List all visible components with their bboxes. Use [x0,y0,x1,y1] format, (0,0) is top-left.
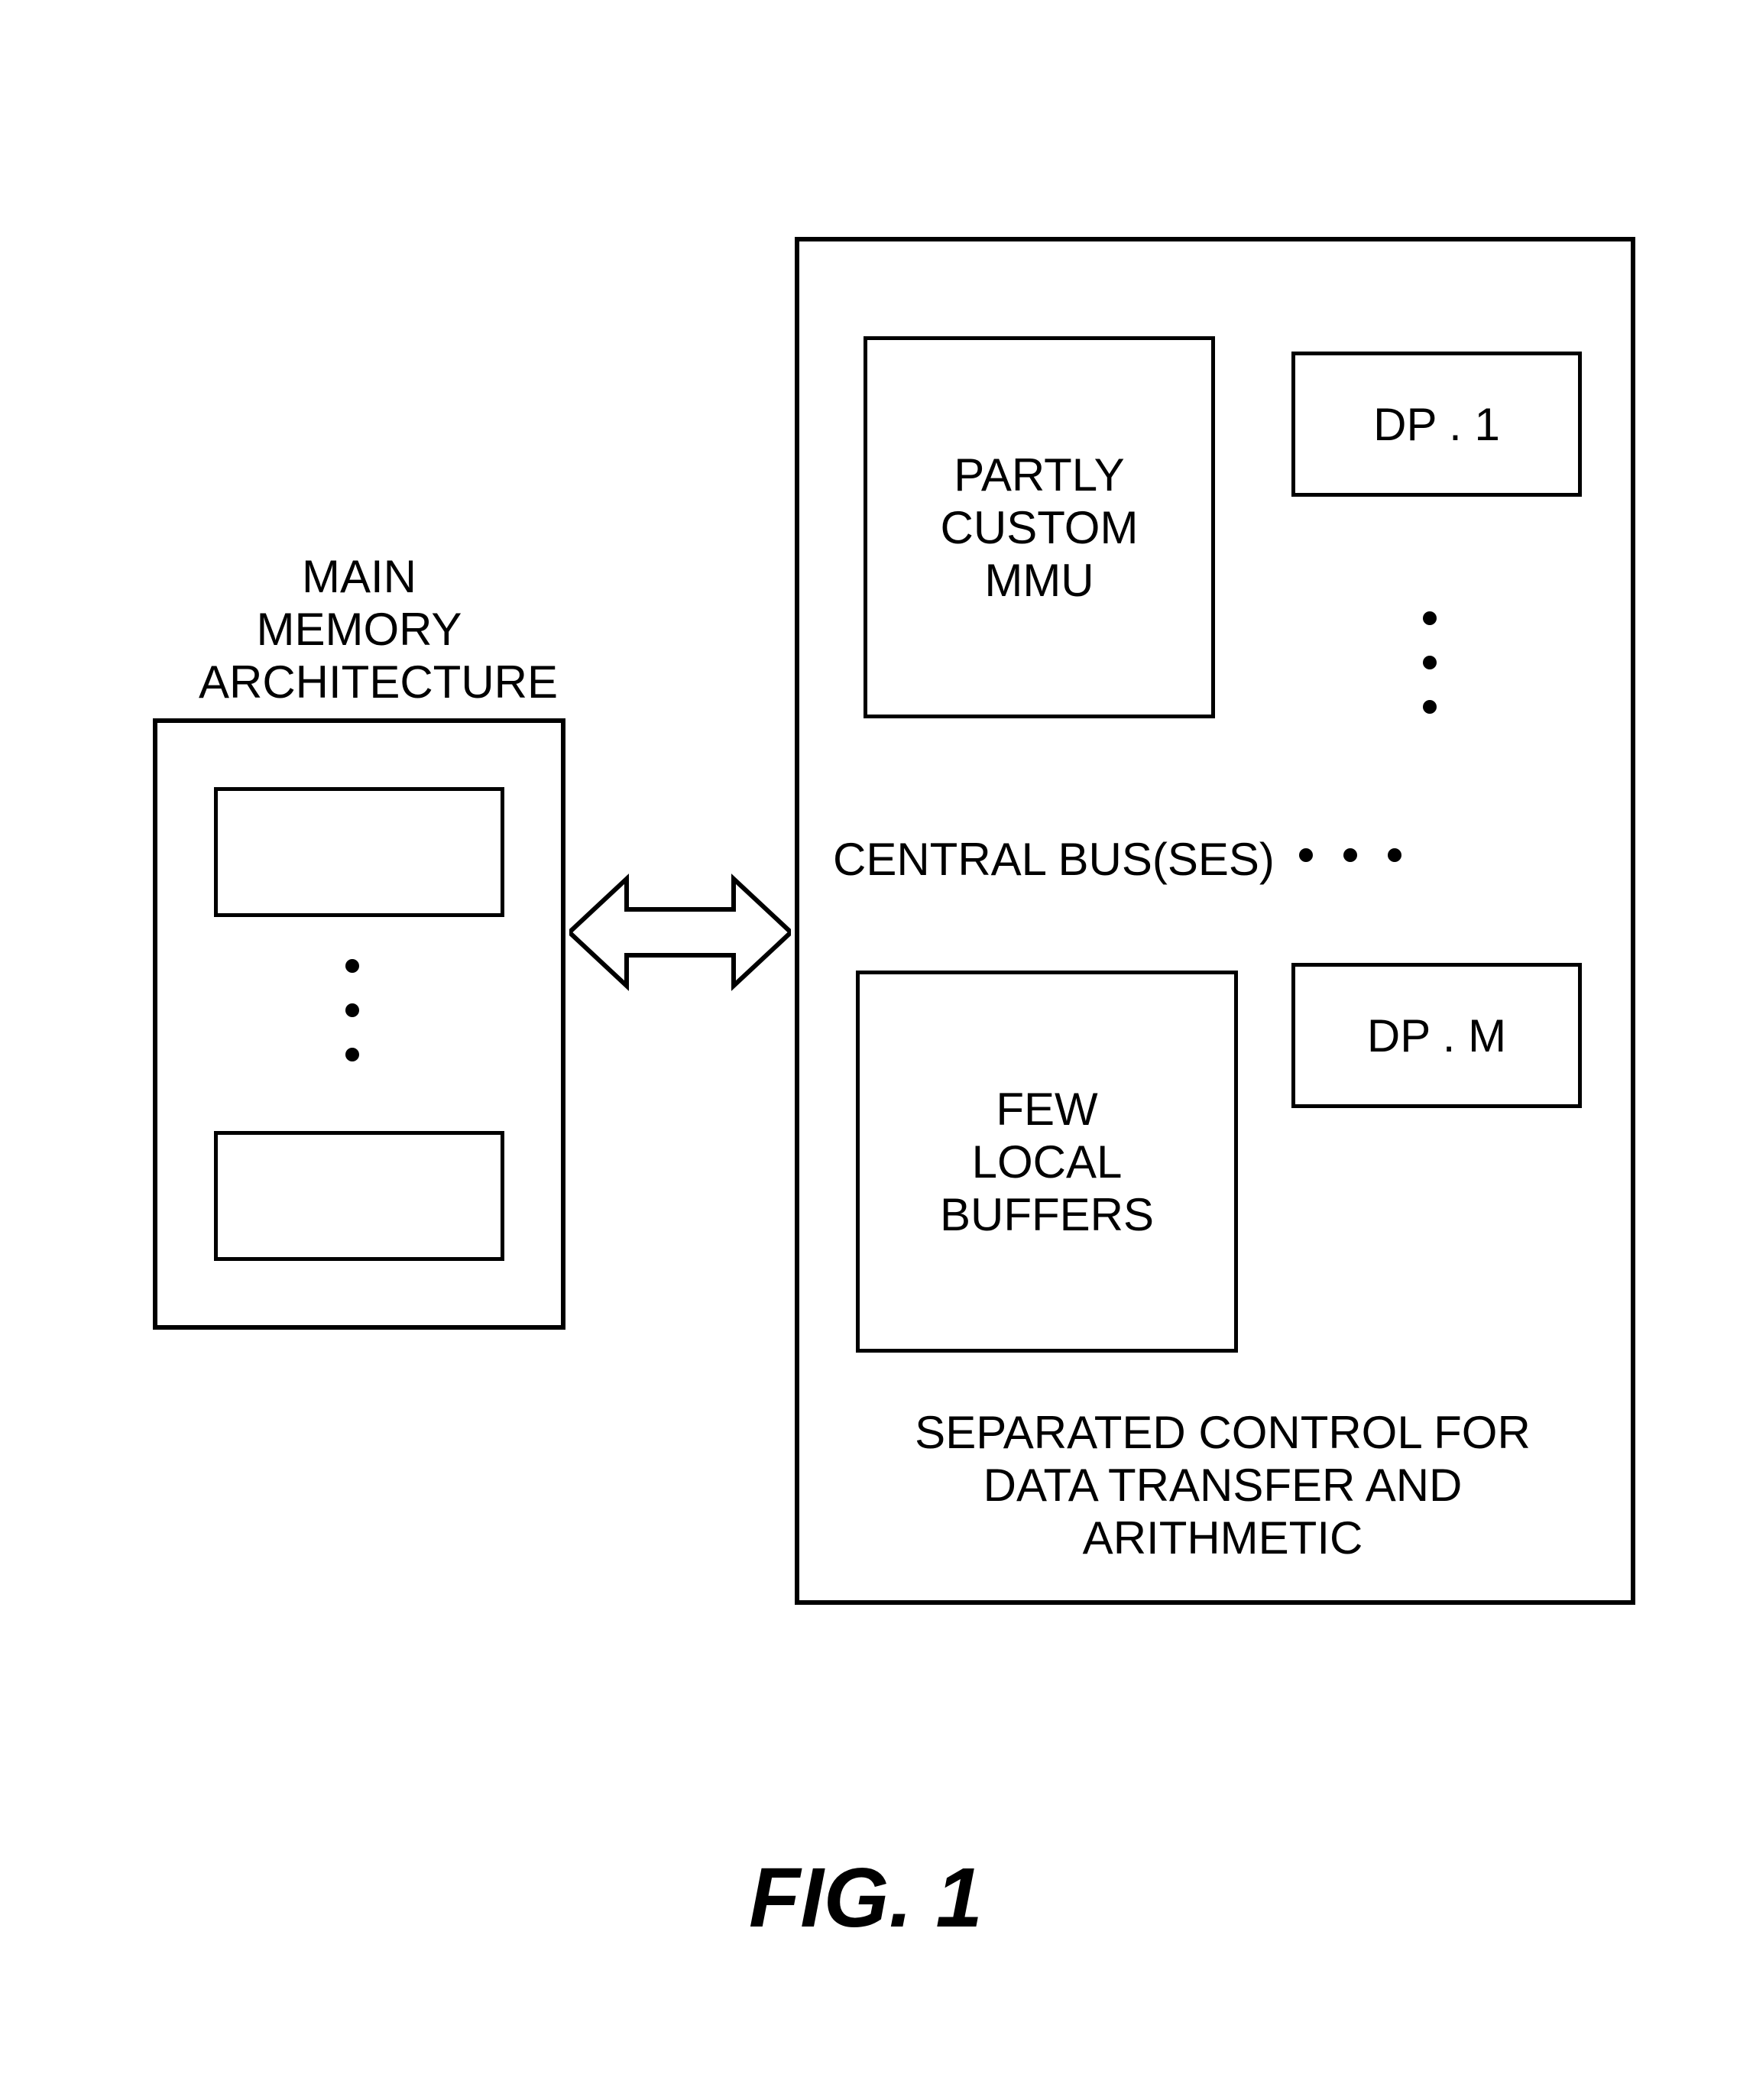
memory-bank-top [214,787,504,917]
buffers-block: FEW LOCAL BUFFERS [856,971,1238,1353]
processor-footer-label: SEPARATED CONTROL FOR DATA TRANSFER AND … [879,1406,1567,1564]
mmu-label: PARTLY CUSTOM MMU [941,449,1139,607]
central-bus-label: CENTRAL BUS(SES) [833,833,1291,886]
dpm-label: DP . M [1367,1009,1506,1062]
memory-ellipsis-dots [345,959,359,1061]
diagram-canvas: MAIN MEMORY ARCHITECTURE PARTLY CUSTOM M… [0,0,1753,2100]
dp-ellipsis-dots [1423,611,1437,714]
dpm-block: DP . M [1291,963,1582,1108]
figure-label: FIG. 1 [749,1849,983,1946]
memory-title: MAIN MEMORY ARCHITECTURE [199,550,520,708]
bidirectional-arrow-icon [569,864,791,1001]
mmu-block: PARTLY CUSTOM MMU [864,336,1215,718]
dp1-block: DP . 1 [1291,352,1582,497]
buffers-label: FEW LOCAL BUFFERS [940,1083,1154,1241]
dp1-label: DP . 1 [1373,398,1500,451]
memory-bank-bottom [214,1131,504,1261]
bus-ellipsis-dots [1299,848,1401,862]
